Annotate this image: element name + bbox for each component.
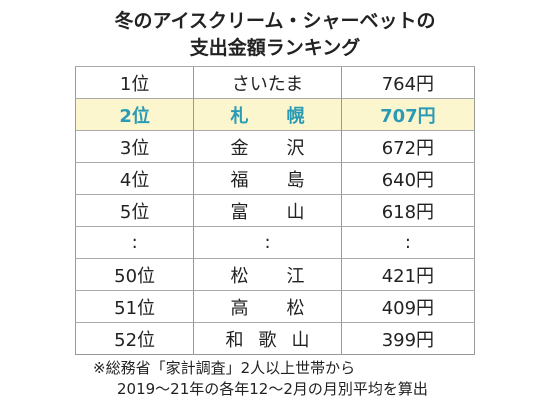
amount-cell: 764円	[340, 66, 475, 99]
amount: :	[404, 232, 411, 253]
amount: 672円	[381, 137, 435, 159]
table-row: 1位 さいたま 764円	[75, 66, 475, 99]
rank-cell: 51位	[75, 290, 194, 323]
rank: 2位	[119, 105, 150, 127]
amount-cell: 618円	[340, 194, 475, 227]
amount-cell: 707円	[340, 98, 475, 131]
city-cell: 金沢	[193, 130, 342, 163]
table-row: :::	[75, 226, 475, 259]
rank: 50位	[114, 265, 156, 287]
amount-cell: 672円	[340, 130, 475, 163]
city-cell: 札幌	[193, 98, 342, 131]
amount: 707円	[380, 105, 436, 127]
city-cell: :	[193, 226, 342, 259]
table-row: 2位 札幌 707円	[75, 98, 475, 131]
rank-cell: 3位	[75, 130, 194, 163]
city-cell: 富山	[193, 194, 342, 227]
table-row: 52位 和歌山 399円	[75, 322, 475, 355]
amount: 764円	[381, 73, 435, 95]
amount-cell: 409円	[340, 290, 475, 323]
city: 札幌	[230, 105, 305, 127]
table-row: 51位 高松 409円	[75, 290, 475, 323]
city: 金沢	[230, 137, 305, 159]
rank-cell: 5位	[75, 194, 194, 227]
amount-cell: :	[340, 226, 475, 259]
rank: 5位	[119, 201, 150, 223]
amount: 399円	[381, 329, 435, 351]
rank-cell: 52位	[75, 322, 194, 355]
rank-cell: 4位	[75, 162, 194, 195]
footnote: ※総務省「家計調査」2人以上世帯から	[93, 359, 356, 377]
rank: 3位	[119, 137, 150, 159]
city-cell: 松江	[193, 258, 342, 291]
footnote: 2019～21年の各年12～2月の月別平均を算出	[117, 380, 428, 398]
rank: 1位	[119, 73, 150, 95]
city: 松江	[230, 265, 305, 287]
amount-cell: 399円	[340, 322, 475, 355]
rank-cell: 1位	[75, 66, 194, 99]
table-row: 50位 松江 421円	[75, 258, 475, 291]
city: 高松	[230, 297, 305, 319]
ranking-table: 1位 さいたま 764円 2位 札幌 707円 3位 金沢 672円 4位 福島 640円 5位 富山 61…	[75, 66, 475, 355]
amount: 618円	[381, 201, 435, 223]
city: :	[264, 232, 271, 253]
rank: 4位	[119, 169, 150, 191]
city-cell: 和歌山	[193, 322, 342, 355]
amount: 421円	[381, 265, 435, 287]
table-row: 3位 金沢 672円	[75, 130, 475, 163]
rank-cell: 2位	[75, 98, 194, 131]
amount-cell: 421円	[340, 258, 475, 291]
table-row: 4位 福島 640円	[75, 162, 475, 195]
city: さいたま	[231, 73, 304, 95]
rank: 51位	[114, 297, 156, 319]
rank: 52位	[114, 329, 156, 351]
amount-cell: 640円	[340, 162, 475, 195]
amount: 409円	[381, 297, 435, 319]
city-cell: 高松	[193, 290, 342, 323]
city-cell: 福島	[193, 162, 342, 195]
city: 福島	[230, 169, 305, 191]
title-line: 支出金額ランキング	[189, 37, 361, 59]
rank-cell: :	[75, 226, 194, 259]
city-cell: さいたま	[193, 66, 342, 99]
rank: :	[131, 232, 138, 253]
table-row: 5位 富山 618円	[75, 194, 475, 227]
rank-cell: 50位	[75, 258, 194, 291]
title-line: 冬のアイスクリーム・シャーベットの	[114, 10, 436, 32]
amount: 640円	[381, 169, 435, 191]
city: 和歌山	[225, 329, 310, 351]
city: 富山	[230, 201, 305, 223]
